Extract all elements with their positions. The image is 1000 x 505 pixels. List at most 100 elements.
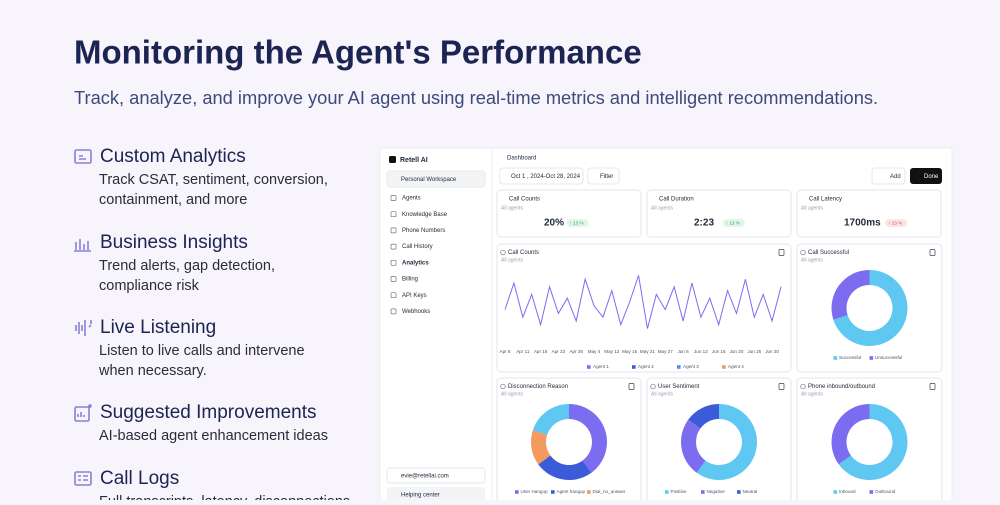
nav-icon: [390, 227, 397, 234]
filter-label: Filter: [600, 174, 613, 180]
delete-icon[interactable]: [778, 383, 785, 390]
line: [504, 275, 782, 329]
nav-icon: [390, 211, 397, 218]
x-tick-label: May 21: [640, 349, 656, 354]
x-tick-label: Jun 20: [730, 349, 744, 354]
chart-title: User Sentiment: [658, 384, 700, 390]
date-range: Oct 1 , 2024-Oct 28, 2024: [511, 174, 581, 180]
legend-label: Neutral: [743, 489, 758, 494]
donut-slice: [688, 404, 719, 429]
feature-desc: containment, and more: [99, 192, 247, 208]
nav-item[interactable]: Billing: [402, 277, 418, 283]
delete-icon[interactable]: [929, 383, 936, 390]
x-tick-label: Apr 26: [569, 349, 583, 354]
kpi-value: 2:23: [694, 218, 714, 229]
chart-title: Call Successful: [808, 250, 849, 256]
legend-swatch: [869, 356, 874, 360]
legend-label: Agent 3: [683, 364, 699, 369]
legend-label: Positive: [671, 489, 688, 494]
kpi-subtitle: All agents: [801, 205, 823, 211]
help-box[interactable]: [387, 487, 485, 502]
nav-icon: [390, 276, 397, 282]
delete-icon[interactable]: [929, 249, 936, 256]
nav-icon: [390, 308, 397, 315]
filter-button[interactable]: [587, 167, 620, 185]
x-tick-label: Jun 16: [712, 349, 726, 354]
nav-item[interactable]: Webhooks: [402, 309, 430, 315]
legend-swatch: [833, 356, 838, 360]
card-icon: [650, 383, 656, 390]
chart-card: [796, 243, 943, 373]
kpi-title: Call Counts: [509, 197, 540, 203]
donut-slice: [838, 404, 908, 481]
legend-swatch: [869, 490, 874, 494]
chart-subtitle: All agents: [501, 391, 523, 397]
x-tick-label: Apr 22: [552, 349, 566, 354]
feature-desc: AI-based agent enhancement ideas: [99, 428, 328, 444]
chart-title: Disconnection Reason: [508, 384, 568, 390]
legend-swatch: [833, 490, 838, 494]
x-tick-label: May 12: [604, 349, 620, 354]
legend-label: Agent hangup: [557, 489, 586, 494]
kpi-badge: [722, 219, 745, 227]
help-link[interactable]: Helping center: [401, 493, 440, 499]
chart-card: [496, 377, 642, 505]
kpi-badge: [566, 219, 589, 227]
kpi-change: ↑ 13 %: [570, 221, 584, 226]
donut-slice: [696, 404, 758, 481]
donut-slice: [681, 419, 706, 473]
delete-icon[interactable]: [628, 383, 635, 390]
chart-subtitle: All agents: [801, 257, 823, 263]
add-button[interactable]: [871, 167, 906, 185]
donut-slice: [531, 430, 551, 465]
legend-swatch: [677, 365, 681, 369]
feature-desc: when necessary.: [98, 363, 207, 379]
title: Monitoring the Agent's Performance: [74, 34, 642, 71]
chart-subtitle: All agents: [801, 391, 823, 397]
legend-swatch: [737, 490, 741, 494]
nav-item[interactable]: Agents: [402, 196, 421, 202]
chart-title: Phone inbound/outbound: [808, 384, 875, 390]
legend-label: Dial_no_answer: [593, 489, 626, 494]
feature-desc: Listen to live calls and intervene: [99, 343, 305, 359]
nav-item[interactable]: Knowledge Base: [402, 212, 448, 218]
x-tick-label: Jun 25: [747, 349, 761, 354]
x-tick-label: Jun 30: [765, 349, 779, 354]
legend-label: Unsuccessful: [875, 355, 902, 360]
workspace-select[interactable]: [386, 170, 486, 188]
feature-title: Business Insights: [100, 232, 248, 253]
x-tick-label: May 27: [658, 349, 674, 354]
card-icon: [800, 249, 806, 256]
feature-title: Call Logs: [100, 468, 179, 489]
card-icon: [500, 383, 506, 390]
legend-label: Successful: [839, 355, 861, 360]
done-button[interactable]: [910, 168, 942, 184]
workspace: Personal Workspace: [401, 177, 457, 183]
nav-item[interactable]: API Keys: [402, 293, 427, 299]
donut-slice: [569, 404, 608, 473]
nav-item[interactable]: Analytics: [402, 260, 429, 266]
email: evie@retellai.com: [401, 474, 449, 480]
x-tick-label: Apr 6: [500, 349, 511, 354]
x-tick-label: Apr 11: [516, 349, 530, 354]
feature-desc: compliance risk: [99, 278, 200, 294]
date-picker[interactable]: [499, 167, 584, 185]
kpi-title: Call Duration: [659, 197, 694, 203]
nav-item[interactable]: Phone Numbers: [402, 228, 445, 234]
feature-desc: Full transcripts, latency, disconnection…: [99, 494, 350, 500]
x-tick-label: May 4: [588, 349, 601, 354]
delete-icon[interactable]: [778, 249, 785, 256]
legend-swatch: [587, 490, 591, 494]
kpi-subtitle: All agents: [501, 205, 523, 211]
account-select[interactable]: [386, 467, 486, 484]
nav-item[interactable]: Call History: [402, 244, 433, 250]
kpi-title: Call Latency: [809, 197, 842, 203]
legend-label: Outbound: [875, 489, 896, 494]
donut-slice: [538, 455, 592, 480]
feature-title: Live Listening: [100, 317, 216, 338]
brand-logo: [389, 156, 396, 163]
done-label: Done: [924, 174, 939, 180]
feature-title: Custom Analytics: [100, 146, 246, 167]
